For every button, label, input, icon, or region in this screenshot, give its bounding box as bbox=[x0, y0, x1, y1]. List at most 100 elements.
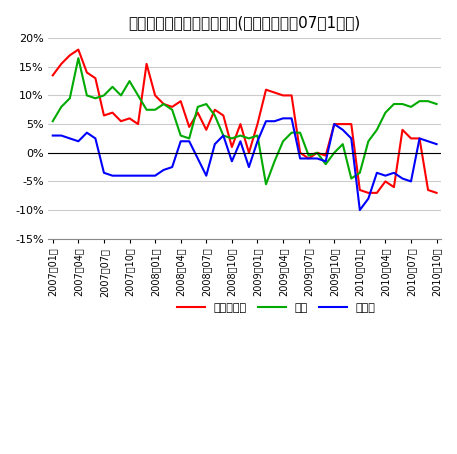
客数 bbox=[203, 101, 209, 107]
客単価 bbox=[84, 130, 90, 135]
全店売上高 bbox=[161, 101, 166, 107]
客数 bbox=[272, 158, 277, 164]
Line: 客単価: 客単価 bbox=[53, 118, 436, 210]
客数 bbox=[340, 141, 345, 147]
客数 bbox=[93, 96, 98, 101]
全店売上高 bbox=[93, 75, 98, 81]
客数 bbox=[289, 130, 294, 135]
全店売上高 bbox=[272, 90, 277, 95]
全店売上高 bbox=[366, 190, 371, 196]
客数 bbox=[221, 133, 226, 138]
客単価 bbox=[135, 173, 141, 178]
客単価 bbox=[238, 138, 243, 144]
全店売上高 bbox=[306, 156, 311, 161]
全店売上高 bbox=[221, 113, 226, 118]
客単価 bbox=[170, 164, 175, 170]
客数 bbox=[408, 104, 414, 109]
客数 bbox=[195, 104, 201, 109]
客単価 bbox=[263, 118, 269, 124]
Title: マクドナルド月次営業成績(前年同月比、07年1月〜): マクドナルド月次営業成績(前年同月比、07年1月〜) bbox=[128, 15, 361, 30]
全店売上高 bbox=[75, 47, 81, 52]
全店売上高 bbox=[84, 70, 90, 75]
全店売上高 bbox=[58, 61, 64, 67]
客単価 bbox=[425, 138, 431, 144]
客単価 bbox=[93, 136, 98, 141]
客単価 bbox=[118, 173, 124, 178]
客単価 bbox=[186, 138, 192, 144]
客単価 bbox=[255, 138, 260, 144]
客数 bbox=[75, 55, 81, 61]
客数 bbox=[255, 133, 260, 138]
客単価 bbox=[331, 121, 337, 127]
客数 bbox=[323, 162, 329, 167]
全店売上高 bbox=[408, 136, 414, 141]
全店売上高 bbox=[152, 93, 158, 98]
客数 bbox=[67, 96, 73, 101]
客単価 bbox=[357, 207, 362, 213]
客数 bbox=[170, 107, 175, 113]
客単価 bbox=[67, 136, 73, 141]
全店売上高 bbox=[391, 184, 397, 190]
全店売上高 bbox=[374, 190, 380, 196]
客数 bbox=[280, 138, 286, 144]
全店売上高 bbox=[323, 153, 329, 158]
全店売上高 bbox=[280, 93, 286, 98]
客数 bbox=[374, 127, 380, 133]
客単価 bbox=[195, 156, 201, 161]
客単価 bbox=[229, 158, 234, 164]
客単価 bbox=[212, 141, 218, 147]
全店売上高 bbox=[357, 187, 362, 192]
客単価 bbox=[272, 118, 277, 124]
全店売上高 bbox=[298, 150, 303, 155]
客単価 bbox=[391, 170, 397, 176]
客単価 bbox=[152, 173, 158, 178]
客単価 bbox=[58, 133, 64, 138]
Line: 客数: 客数 bbox=[53, 58, 436, 184]
客単価 bbox=[417, 136, 422, 141]
全店売上高 bbox=[340, 121, 345, 127]
客単価 bbox=[144, 173, 149, 178]
全店売上高 bbox=[289, 93, 294, 98]
客単価 bbox=[75, 138, 81, 144]
客単価 bbox=[50, 133, 55, 138]
客数 bbox=[110, 84, 115, 89]
全店売上高 bbox=[238, 121, 243, 127]
客単価 bbox=[323, 158, 329, 164]
全店売上高 bbox=[118, 118, 124, 124]
全店売上高 bbox=[110, 110, 115, 115]
全店売上高 bbox=[186, 124, 192, 130]
客数 bbox=[417, 99, 422, 104]
客数 bbox=[331, 150, 337, 155]
客数 bbox=[349, 176, 354, 181]
客数 bbox=[186, 136, 192, 141]
客数 bbox=[306, 153, 311, 158]
客数 bbox=[101, 93, 106, 98]
客単価 bbox=[289, 116, 294, 121]
客単価 bbox=[298, 156, 303, 161]
Line: 全店売上高: 全店売上高 bbox=[53, 49, 436, 193]
客数 bbox=[383, 110, 388, 115]
客単価 bbox=[366, 196, 371, 201]
客数 bbox=[400, 101, 405, 107]
全店売上高 bbox=[314, 150, 320, 155]
客数 bbox=[152, 107, 158, 113]
全店売上高 bbox=[170, 104, 175, 109]
全店売上高 bbox=[417, 136, 422, 141]
客数 bbox=[127, 79, 132, 84]
客単価 bbox=[203, 173, 209, 178]
全店売上高 bbox=[263, 87, 269, 93]
全店売上高 bbox=[101, 113, 106, 118]
客単価 bbox=[280, 116, 286, 121]
客単価 bbox=[434, 141, 439, 147]
全店売上高 bbox=[349, 121, 354, 127]
客数 bbox=[366, 138, 371, 144]
客単価 bbox=[306, 156, 311, 161]
客数 bbox=[298, 130, 303, 135]
客単価 bbox=[408, 179, 414, 184]
客単価 bbox=[383, 173, 388, 178]
全店売上高 bbox=[135, 121, 141, 127]
客単価 bbox=[127, 173, 132, 178]
客数 bbox=[135, 93, 141, 98]
客数 bbox=[212, 113, 218, 118]
全店売上高 bbox=[383, 179, 388, 184]
